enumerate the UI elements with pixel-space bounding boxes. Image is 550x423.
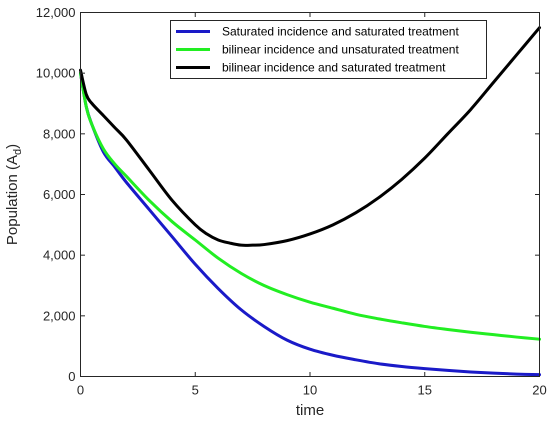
legend: Saturated incidence and saturated treatm… <box>170 20 487 79</box>
legend-label-saturated-saturated: Saturated incidence and saturated treatm… <box>222 25 459 39</box>
x-tick-label: 5 <box>192 383 199 398</box>
series-layer <box>79 26 541 377</box>
x-tick-label: 10 <box>303 383 317 398</box>
legend-label-bilinear-saturated: bilinear incidence and saturated treatme… <box>222 61 446 75</box>
y-axis-label: Population (Ad) <box>4 144 24 245</box>
x-tick-label: 15 <box>418 383 432 398</box>
legend-box <box>170 20 487 79</box>
y-tick-label: 4,000 <box>43 248 76 263</box>
y-axis-label-subscript: d <box>12 149 24 155</box>
y-axis-label-close: ) <box>4 144 21 149</box>
y-tick-label: 8,000 <box>43 126 76 141</box>
y-tick-label: 10,000 <box>36 66 76 81</box>
x-tick-label: 0 <box>77 383 84 398</box>
x-tick-label: 20 <box>532 383 546 398</box>
series-line-bilinear-unsaturated <box>79 71 541 341</box>
y-tick-label: 2,000 <box>43 308 76 323</box>
y-tick-label: 0 <box>68 369 75 384</box>
series-line-saturated-saturated <box>79 71 541 377</box>
x-axis-ticks: 0 5 10 15 20 <box>77 12 547 398</box>
y-axis-label-main: Population (A <box>4 155 21 245</box>
legend-label-bilinear-unsaturated: bilinear incidence and unsaturated treat… <box>222 43 459 57</box>
y-tick-label: 6,000 <box>43 187 76 202</box>
x-axis-label: time <box>296 402 324 419</box>
series-line-bilinear-saturated <box>79 26 541 247</box>
y-tick-label: 12,000 <box>36 5 76 20</box>
y-axis-ticks: 0 2,000 4,000 6,000 8,000 10,000 12,000 <box>36 5 540 384</box>
